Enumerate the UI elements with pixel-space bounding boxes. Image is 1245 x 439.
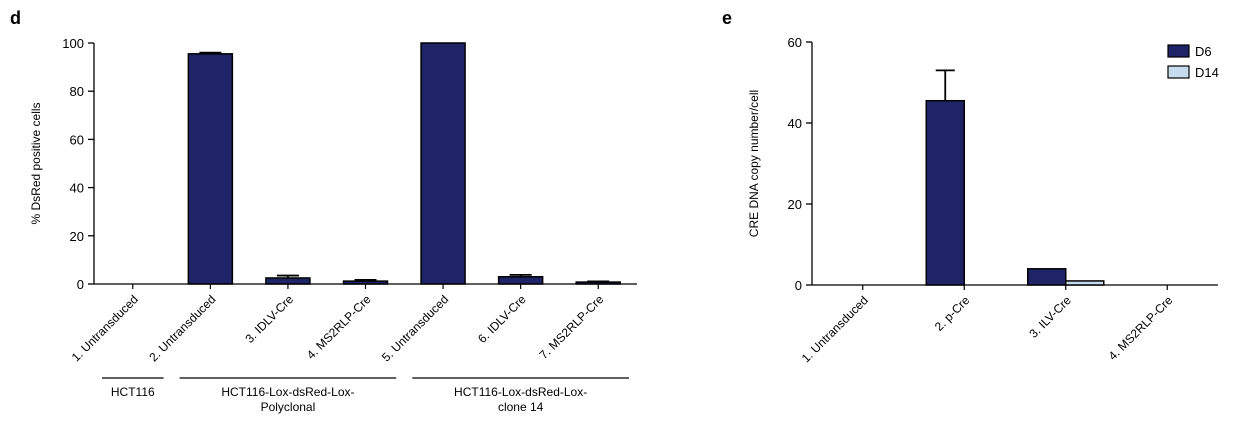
- y-tick-label: 60: [70, 132, 84, 147]
- x-tick-label: 3. ILV-Cre: [1026, 293, 1074, 341]
- group-label-line: HCT116: [111, 385, 155, 399]
- x-tick-label: 7. MS2RLP-Cre: [537, 292, 607, 362]
- bar-series: [575, 281, 621, 285]
- y-tick-label: 0: [77, 277, 84, 292]
- bar-d6: [1027, 268, 1067, 286]
- legend-swatch: [1167, 65, 1190, 79]
- x-tick-label: 3. IDLV-Cre: [242, 292, 296, 346]
- group-label-line: Polyclonal: [261, 400, 316, 414]
- group-label: HCT116-Lox-dsRed-Lox-Polyclonal: [221, 385, 354, 414]
- legend-swatch: [1167, 44, 1190, 58]
- legend-label: D14: [1195, 65, 1219, 80]
- y-tick-label: 40: [788, 116, 802, 131]
- group-label: HCT116: [111, 385, 155, 399]
- bar-series: [187, 53, 234, 285]
- legend-label: D6: [1195, 44, 1212, 59]
- x-tick-label: 4. MS2RLP-Cre: [1106, 293, 1176, 363]
- x-tick-label: 1. Untransduced: [799, 293, 871, 365]
- bar-series: [265, 277, 311, 285]
- x-tick-label: 2. p-Cre: [932, 293, 973, 334]
- bar-series: [342, 280, 389, 285]
- panel-letter: d: [10, 8, 21, 28]
- y-tick-label: 80: [70, 84, 84, 99]
- y-tick-label: 100: [62, 36, 84, 51]
- bar-d6: [925, 99, 965, 286]
- bar-series: [497, 276, 544, 285]
- chart-panel-e: e 0 20 40 60 CRE DNA copy number/cell 1. Untra…: [722, 8, 1219, 365]
- y-tick-label: 20: [70, 229, 84, 244]
- x-tick-label: 1. Untransduced: [69, 292, 141, 364]
- group-label: HCT116-Lox-dsRed-Lox-clone 14: [454, 385, 587, 414]
- y-tick-label: 20: [788, 197, 802, 212]
- y-axis-title: CRE DNA copy number/cell: [747, 90, 761, 237]
- group-label-line: HCT116-Lox-dsRed-Lox-: [221, 385, 354, 399]
- group-label-line: clone 14: [498, 400, 544, 414]
- x-tick-label: 5. Untransduced: [379, 292, 451, 364]
- y-axis-title: % DsRed positive cells: [29, 102, 43, 224]
- y-tick-label: 0: [795, 278, 802, 293]
- bar-d14: [1065, 280, 1105, 286]
- y-tick-label: 40: [70, 181, 84, 196]
- group-label-line: HCT116-Lox-dsRed-Lox-: [454, 385, 587, 399]
- bar-series: [420, 42, 466, 285]
- x-tick-label: 4. MS2RLP-Cre: [304, 292, 374, 362]
- chart-panel-d: d 0 20 40 60 80 100 % DsRed positive cells 1. Un…: [10, 8, 637, 414]
- x-tick-label: 6. IDLV-Cre: [475, 292, 529, 346]
- y-tick-label: 60: [788, 35, 802, 50]
- x-tick-label: 2. Untransduced: [146, 292, 218, 364]
- panel-letter: e: [722, 8, 732, 28]
